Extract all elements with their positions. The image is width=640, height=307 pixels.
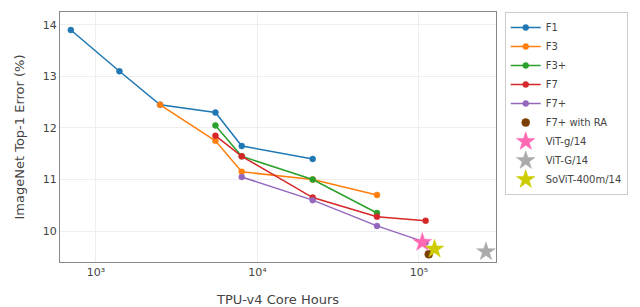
- svg-text:F3+: F3+: [546, 60, 567, 71]
- svg-text:10⁵: 10⁵: [410, 266, 428, 279]
- svg-text:F7+: F7+: [546, 98, 567, 109]
- svg-text:10³: 10³: [87, 266, 105, 279]
- svg-text:ViT-G/14: ViT-G/14: [546, 155, 588, 166]
- svg-text:12: 12: [43, 122, 57, 135]
- svg-text:ViT-g/14: ViT-g/14: [546, 136, 587, 147]
- svg-text:10⁴: 10⁴: [248, 266, 267, 279]
- svg-text:F7: F7: [546, 79, 558, 90]
- svg-text:14: 14: [43, 19, 57, 32]
- svg-text:F1: F1: [546, 22, 558, 33]
- svg-text:ImageNet Top-1 Error (%): ImageNet Top-1 Error (%): [12, 54, 27, 219]
- svg-text:F7+ with RA: F7+ with RA: [546, 117, 608, 128]
- svg-text:TPU-v4 Core Hours: TPU-v4 Core Hours: [216, 292, 339, 307]
- svg-text:SoViT-400m/14: SoViT-400m/14: [546, 174, 622, 185]
- svg-text:11: 11: [43, 173, 57, 186]
- svg-text:F3: F3: [546, 41, 558, 52]
- svg-text:10: 10: [43, 225, 57, 238]
- svg-text:13: 13: [43, 70, 57, 83]
